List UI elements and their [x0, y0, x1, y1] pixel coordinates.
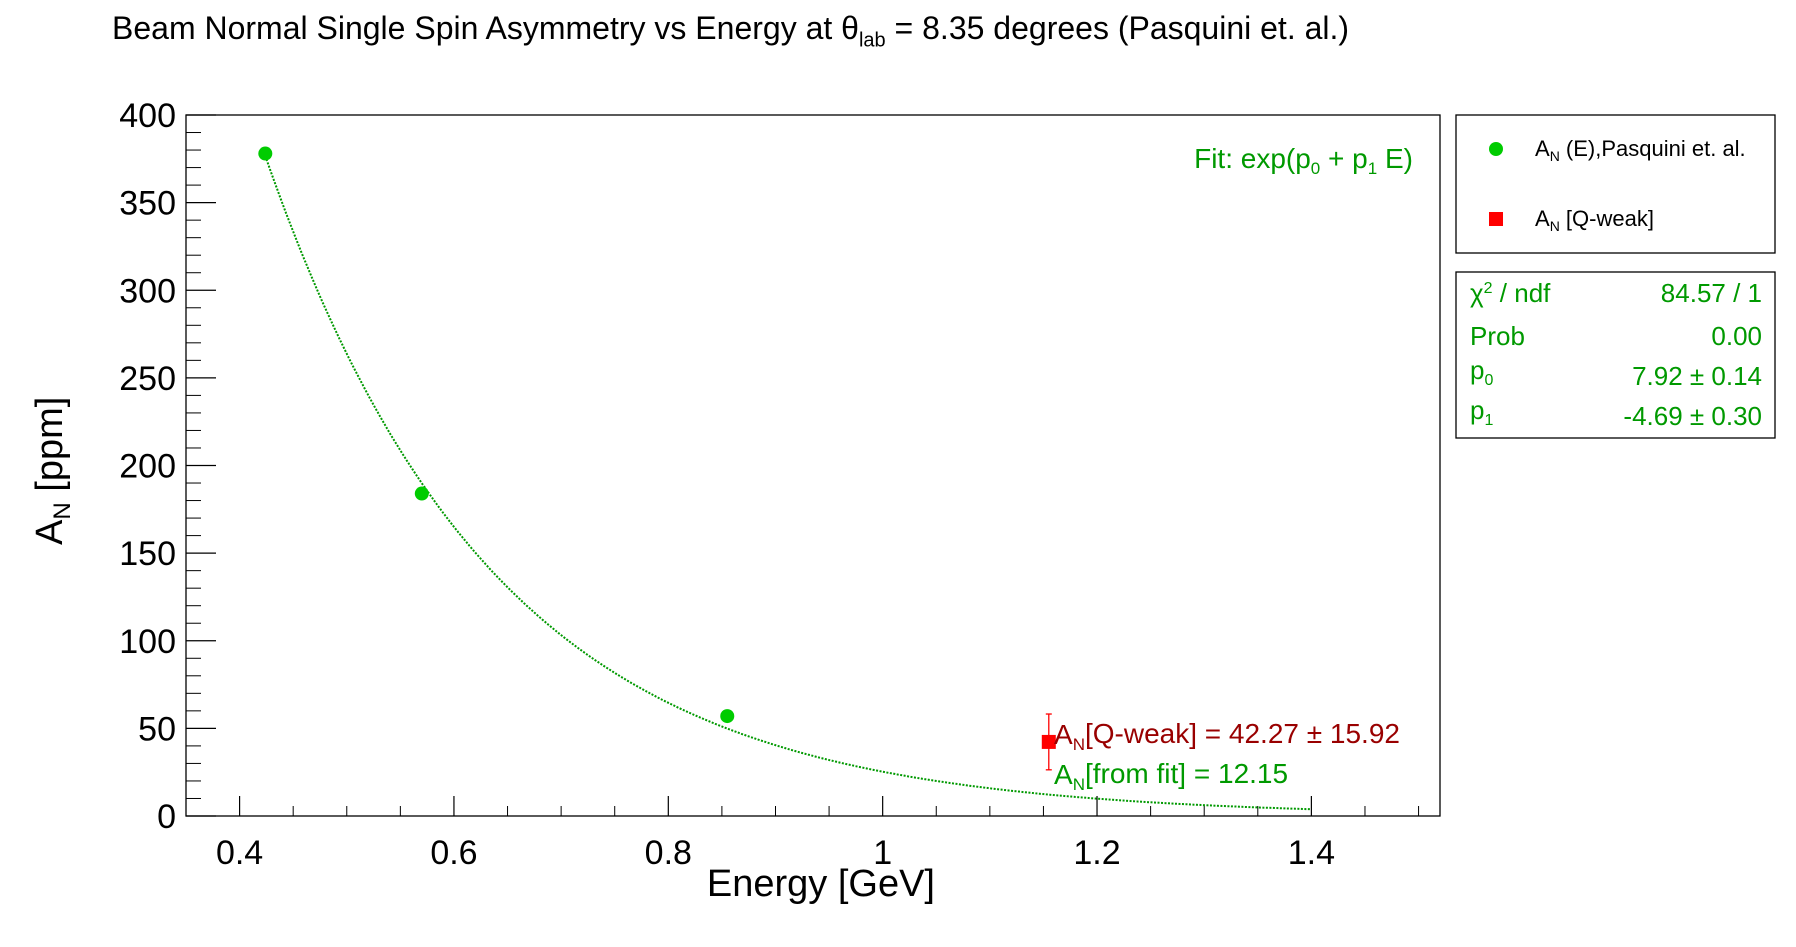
data-point	[258, 146, 273, 161]
y-tick-label: 400	[119, 97, 176, 135]
fit-label: Fit: exp(p0 + p1 E)	[1194, 143, 1413, 178]
x-tick-label: 0.8	[645, 834, 692, 872]
y-axis-label: AN [ppm]	[29, 397, 76, 545]
annotation-from-fit: AN[from fit] = 12.15	[1054, 758, 1288, 794]
y-tick-label: 0	[157, 798, 176, 836]
stats-value: 7.92 ± 0.14	[1632, 361, 1762, 391]
x-tick-label: 1	[873, 834, 892, 872]
stats-box	[1455, 271, 1776, 439]
y-axis-label-text: AN [ppm]	[29, 397, 76, 545]
x-tick-label: 1.2	[1073, 834, 1120, 872]
fit-curve	[264, 155, 1312, 811]
data-point	[414, 486, 429, 501]
stats-value: 84.57 / 1	[1661, 278, 1762, 308]
legend-entry: AN [Q-weak]	[1535, 206, 1654, 234]
stats-label: p0	[1470, 355, 1493, 389]
legend-marker	[1489, 212, 1503, 226]
x-tick-label: 0.6	[430, 834, 477, 872]
chart-title: Beam Normal Single Spin Asymmetry vs Ene…	[112, 10, 1349, 52]
annotation-qweak: AN[Q-weak] = 42.27 ± 15.92	[1054, 718, 1400, 754]
stats-label: χ2 / ndf	[1470, 278, 1551, 308]
legend-entry: AN (E),Pasquini et. al.	[1535, 136, 1746, 164]
y-tick-label: 150	[119, 535, 176, 573]
stats-label: p1	[1470, 395, 1493, 429]
y-tick-label: 200	[119, 448, 176, 486]
stats-label: Prob	[1470, 321, 1525, 351]
data-point	[720, 709, 735, 724]
title-subscript: lab	[858, 29, 886, 52]
stats-value: -4.69 ± 0.30	[1623, 401, 1762, 431]
plot-frame	[185, 114, 1441, 817]
title-main: Beam Normal Single Spin Asymmetry vs Ene…	[112, 10, 859, 46]
stats-value: 0.00	[1711, 321, 1762, 351]
y-tick-label: 350	[119, 185, 176, 223]
data-point	[1041, 734, 1056, 749]
title-rest: = 8.35 degrees (Pasquini et. al.)	[885, 10, 1350, 46]
x-tick-label: 0.4	[216, 834, 263, 872]
x-axis-label: Energy [GeV]	[707, 863, 935, 905]
legend-marker	[1489, 142, 1503, 156]
y-tick-label: 250	[119, 360, 176, 398]
y-tick-label: 100	[119, 623, 176, 661]
y-tick-label: 50	[138, 710, 176, 748]
y-tick-label: 300	[119, 272, 176, 310]
legend-box	[1455, 114, 1776, 254]
x-tick-label: 1.4	[1288, 834, 1335, 872]
